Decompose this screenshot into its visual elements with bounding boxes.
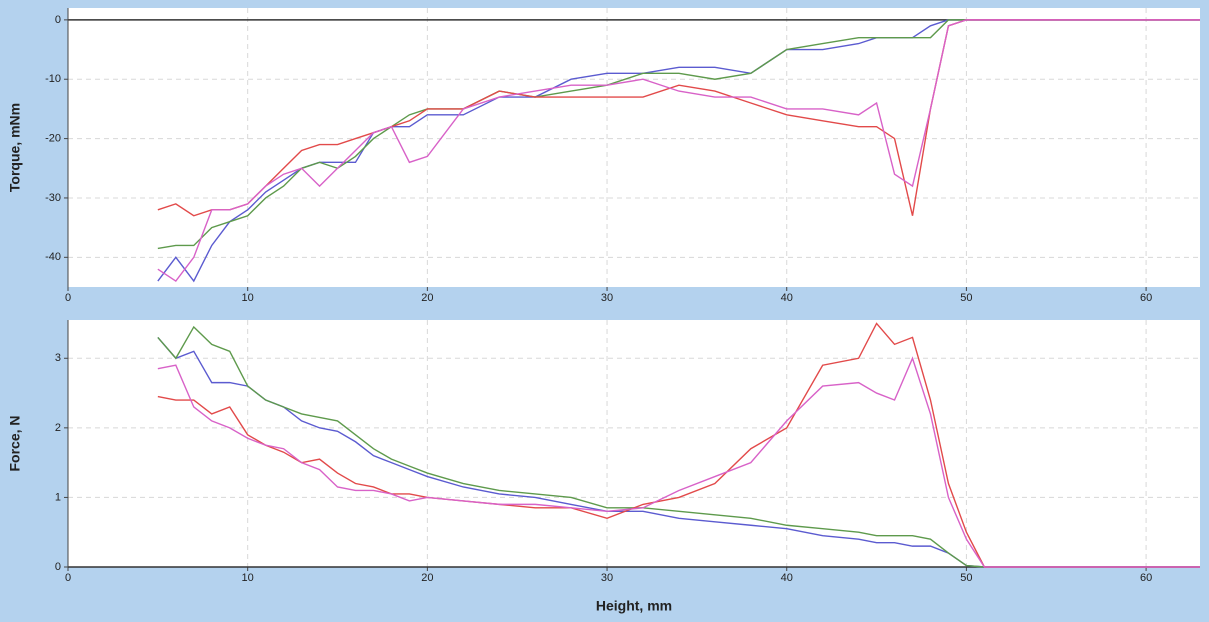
y-tick-label: -20 [45, 133, 61, 145]
x-tick-label: 60 [1140, 292, 1152, 304]
y-tick-label: 3 [55, 352, 61, 364]
x-tick-label: 0 [65, 292, 71, 304]
x-tick-label: 0 [65, 572, 71, 584]
x-tick-label: 50 [960, 292, 972, 304]
plot-area [68, 320, 1200, 567]
y-tick-label: 0 [55, 561, 61, 573]
x-tick-label: 60 [1140, 572, 1152, 584]
y-axis-title: Force, N [7, 415, 23, 471]
x-axis-title: Height, mm [596, 598, 672, 614]
x-tick-label: 40 [781, 572, 793, 584]
x-tick-label: 20 [421, 572, 433, 584]
x-tick-label: 20 [421, 292, 433, 304]
y-tick-label: 2 [55, 422, 61, 434]
y-axis-title: Torque, mNm [7, 103, 23, 192]
line-series [157, 325, 1200, 568]
x-tick-label: 40 [781, 292, 793, 304]
plot-area [68, 8, 1200, 287]
line-series [157, 19, 1200, 283]
y-tick-label: 0 [55, 14, 61, 26]
y-tick-label: -30 [45, 192, 61, 204]
x-tick-label: 50 [960, 572, 972, 584]
x-tick-label: 10 [242, 572, 254, 584]
line-series [157, 356, 1200, 568]
y-tick-label: 1 [55, 491, 61, 503]
x-tick-label: 30 [601, 572, 613, 584]
y-tick-label: -10 [45, 73, 61, 85]
x-tick-label: 10 [242, 292, 254, 304]
y-tick-label: -40 [45, 251, 61, 263]
x-tick-label: 30 [601, 292, 613, 304]
